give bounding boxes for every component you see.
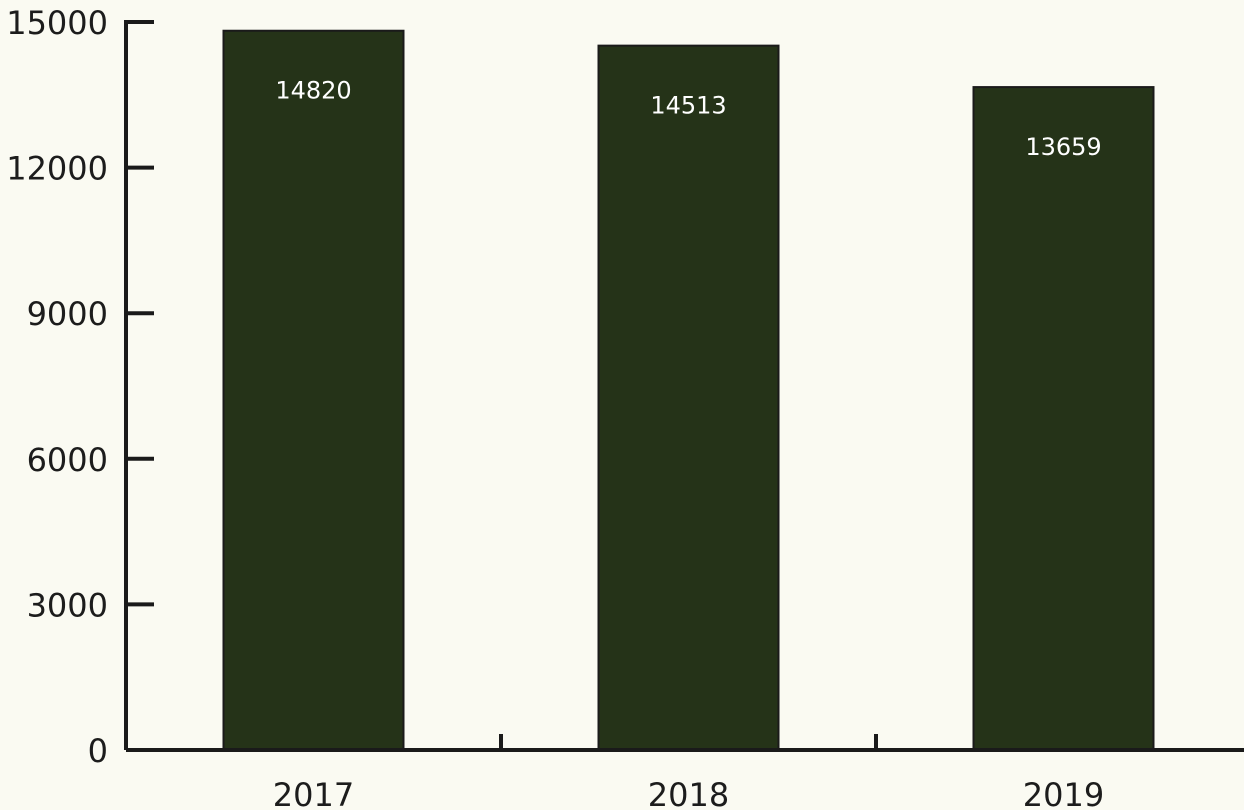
bar-value-label-2017: 14820 [275, 77, 351, 105]
y-tick-label-0: 0 [88, 732, 108, 770]
bar-2017 [222, 29, 405, 751]
y-tick-label-9000: 9000 [27, 295, 108, 333]
x-tick-label-2019: 2019 [1023, 776, 1104, 810]
x-tick-label-2017: 2017 [273, 776, 354, 810]
axes-group [124, 20, 1244, 752]
bar-2019 [972, 86, 1155, 752]
bar-value-label-2018: 14513 [650, 92, 726, 120]
y-tick-label-6000: 6000 [27, 441, 108, 479]
labels-group: 14820 14513 13659 0 3000 6000 9000 12000 15000 20… [6, 4, 1104, 810]
x-tick-label-2018: 2018 [648, 776, 729, 810]
bars-group [222, 29, 1155, 752]
y-tick-label-12000: 12000 [6, 150, 108, 188]
y-tick-label-15000: 15000 [6, 4, 108, 42]
y-tick-label-3000: 3000 [27, 586, 108, 624]
bar-2018 [597, 44, 780, 751]
bar-value-label-2019: 13659 [1025, 133, 1101, 161]
